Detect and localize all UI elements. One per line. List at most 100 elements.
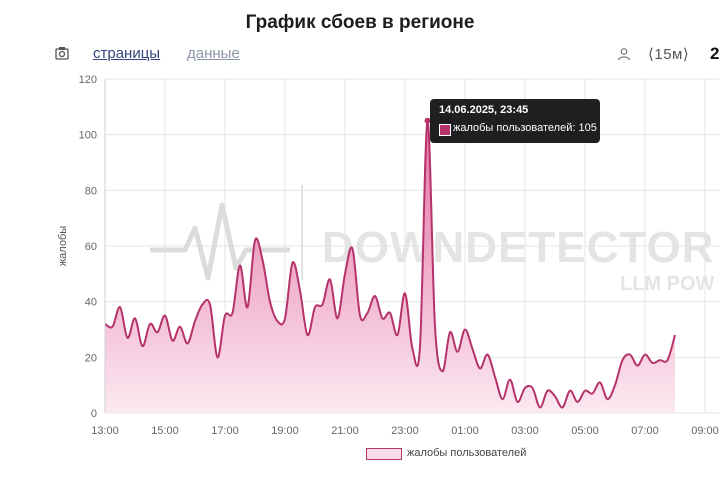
data-point[interactable] bbox=[441, 369, 445, 373]
y-tick-label: 20 bbox=[85, 352, 97, 364]
data-point[interactable] bbox=[186, 341, 190, 345]
x-tick-label: 09:00 bbox=[691, 425, 719, 437]
data-point[interactable] bbox=[463, 328, 467, 332]
tab-data[interactable]: данные bbox=[187, 45, 240, 62]
data-point[interactable] bbox=[313, 305, 317, 309]
data-point[interactable] bbox=[358, 314, 362, 318]
data-point[interactable] bbox=[343, 272, 347, 276]
data-point[interactable] bbox=[531, 386, 535, 390]
data-point[interactable] bbox=[141, 344, 145, 348]
legend-label: жалобы пользователей bbox=[407, 447, 527, 459]
data-point[interactable] bbox=[328, 277, 332, 281]
data-point[interactable] bbox=[298, 289, 302, 293]
x-tick-label: 21:00 bbox=[331, 425, 359, 437]
data-point[interactable] bbox=[471, 347, 475, 351]
data-point[interactable] bbox=[148, 322, 152, 326]
data-point[interactable] bbox=[546, 389, 550, 393]
data-point[interactable] bbox=[321, 302, 325, 306]
data-point[interactable] bbox=[448, 330, 452, 334]
data-point[interactable] bbox=[163, 314, 167, 318]
data-point[interactable] bbox=[576, 400, 580, 404]
data-point[interactable] bbox=[666, 358, 670, 362]
data-point[interactable] bbox=[613, 383, 617, 387]
data-point[interactable] bbox=[396, 333, 400, 337]
data-point[interactable] bbox=[433, 325, 437, 329]
data-point[interactable] bbox=[508, 378, 512, 382]
watermark-sub: LLM POW bbox=[620, 273, 715, 295]
data-point[interactable] bbox=[658, 358, 662, 362]
y-tick-label: 40 bbox=[85, 297, 97, 309]
data-point[interactable] bbox=[171, 339, 175, 343]
interval-selector[interactable]: ⟨15м⟩ bbox=[648, 46, 690, 63]
data-point[interactable] bbox=[201, 302, 205, 306]
data-point[interactable] bbox=[568, 389, 572, 393]
data-point[interactable] bbox=[276, 319, 280, 323]
data-point[interactable] bbox=[493, 375, 497, 379]
y-tick-label: 100 bbox=[79, 130, 97, 142]
data-point[interactable] bbox=[381, 316, 385, 320]
data-point[interactable] bbox=[411, 347, 415, 351]
data-point[interactable] bbox=[673, 333, 677, 337]
data-point[interactable] bbox=[111, 325, 115, 329]
data-point[interactable] bbox=[238, 263, 242, 267]
tab-pages[interactable]: страницы bbox=[93, 45, 161, 62]
data-point[interactable] bbox=[216, 355, 220, 359]
series-line[interactable] bbox=[104, 119, 676, 409]
watermark: DOWNDETECTOR LLM POW bbox=[150, 185, 715, 295]
data-point[interactable] bbox=[118, 305, 122, 309]
data-point[interactable] bbox=[388, 311, 392, 315]
data-point[interactable] bbox=[583, 389, 587, 393]
data-point[interactable] bbox=[268, 300, 272, 304]
data-point[interactable] bbox=[516, 400, 520, 404]
data-point[interactable] bbox=[366, 311, 370, 315]
data-point[interactable] bbox=[651, 361, 655, 365]
data-point[interactable] bbox=[126, 336, 130, 340]
chart-toolbar: страницы данные ⟨15м⟩ 2 bbox=[0, 44, 720, 66]
camera-icon[interactable] bbox=[55, 46, 69, 60]
data-point[interactable] bbox=[418, 344, 422, 348]
data-point[interactable] bbox=[424, 117, 431, 124]
data-point[interactable] bbox=[178, 325, 182, 329]
data-point[interactable] bbox=[553, 394, 557, 398]
data-point[interactable] bbox=[403, 291, 407, 295]
data-point[interactable] bbox=[246, 305, 250, 309]
data-point[interactable] bbox=[156, 330, 160, 334]
data-point[interactable] bbox=[306, 333, 310, 337]
data-point[interactable] bbox=[538, 405, 542, 409]
data-point[interactable] bbox=[231, 311, 235, 315]
data-point[interactable] bbox=[373, 294, 377, 298]
data-point[interactable] bbox=[291, 261, 295, 265]
y-tick-label: 80 bbox=[85, 185, 97, 197]
data-point[interactable] bbox=[478, 366, 482, 370]
user-icon[interactable] bbox=[617, 47, 631, 61]
data-point[interactable] bbox=[621, 358, 625, 362]
data-point[interactable] bbox=[456, 350, 460, 354]
data-point[interactable] bbox=[253, 238, 257, 242]
data-point[interactable] bbox=[636, 364, 640, 368]
data-point[interactable] bbox=[208, 302, 212, 306]
data-point[interactable] bbox=[351, 247, 355, 251]
extra-indicator: 2 bbox=[710, 44, 720, 63]
watermark-brand: DOWNDETECTOR bbox=[322, 223, 715, 272]
y-tick-label: 60 bbox=[85, 241, 97, 253]
data-point[interactable] bbox=[336, 316, 340, 320]
data-point[interactable] bbox=[486, 353, 490, 357]
x-tick-label: 15:00 bbox=[151, 425, 179, 437]
tooltip-swatch bbox=[439, 124, 451, 136]
data-point[interactable] bbox=[133, 316, 137, 320]
data-point[interactable] bbox=[283, 316, 287, 320]
data-point[interactable] bbox=[523, 386, 527, 390]
data-point[interactable] bbox=[598, 380, 602, 384]
data-point[interactable] bbox=[501, 397, 505, 401]
data-point[interactable] bbox=[591, 392, 595, 396]
x-tick-label: 23:00 bbox=[391, 425, 419, 437]
data-point[interactable] bbox=[628, 353, 632, 357]
data-point[interactable] bbox=[561, 405, 565, 409]
data-point[interactable] bbox=[261, 258, 265, 262]
x-tick-label: 19:00 bbox=[271, 425, 299, 437]
data-point[interactable] bbox=[643, 353, 647, 357]
data-point[interactable] bbox=[193, 319, 197, 323]
data-point[interactable] bbox=[223, 314, 227, 318]
data-point[interactable] bbox=[606, 397, 610, 401]
x-tick-label: 07:00 bbox=[631, 425, 659, 437]
